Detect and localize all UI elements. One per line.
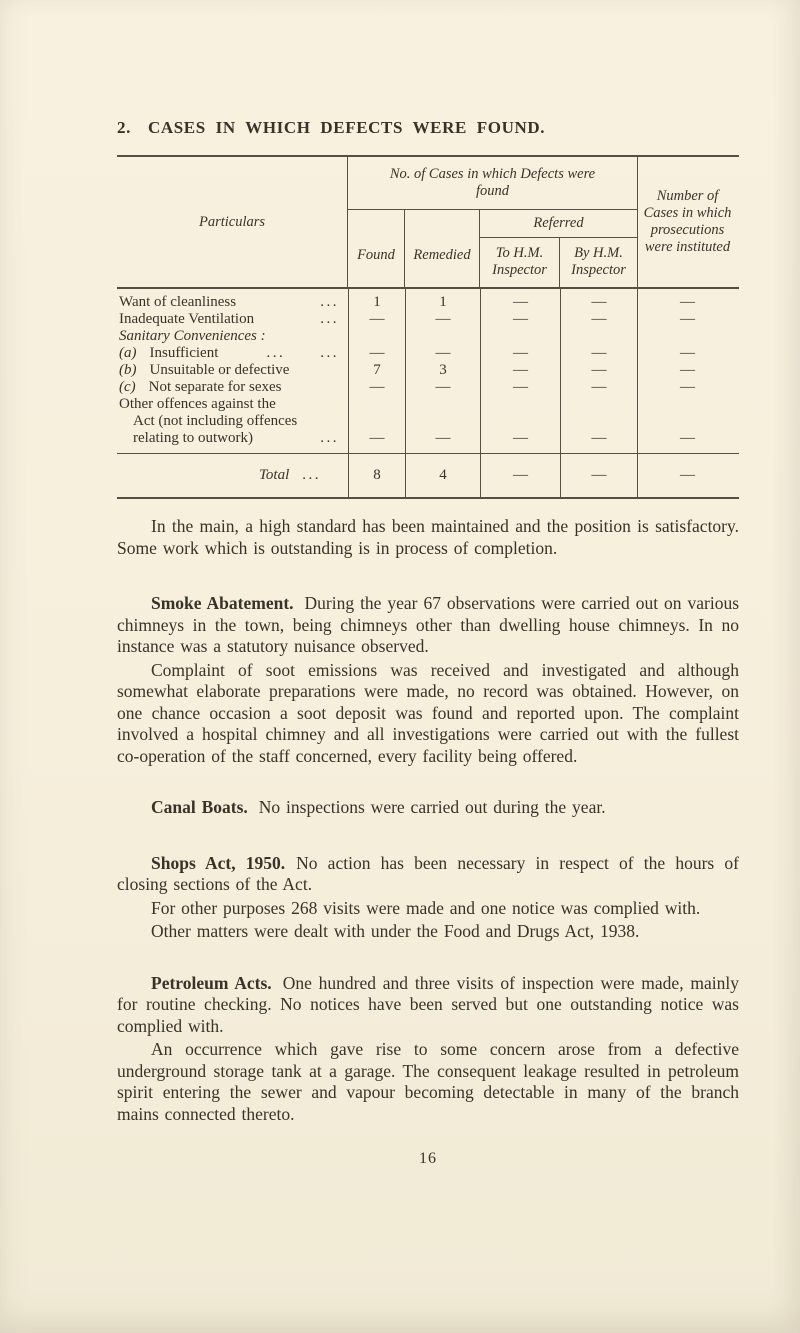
total-to-hm: — (480, 454, 560, 497)
col-header-prosecutions: Number of Cases in which prosecutions we… (637, 157, 737, 287)
heading-petroleum-acts: Petroleum Acts. (151, 972, 272, 993)
table-row-cleanliness: Want of cleanliness... 1 1 — — — (117, 289, 739, 311)
cell-prosecutions: — (637, 379, 737, 396)
table-row-insufficient: (a) Insufficient... ... — — — — — (117, 345, 739, 362)
section-title-text: CASES IN WHICH DEFECTS WERE FOUND. (147, 118, 546, 137)
cell-found: — (348, 396, 405, 453)
table-row-other-offences: Other offences against the Act (not incl… (117, 396, 739, 453)
cell-to-hm: — (480, 362, 560, 379)
cell-remedied: 1 (405, 289, 480, 311)
row-label: Sanitary Conveniences : (119, 328, 266, 344)
col-group-referred: Referred To H.M. Inspector By H.M. Inspe… (480, 209, 637, 287)
cell-found: — (348, 345, 405, 362)
cell-found: — (348, 379, 405, 396)
total-label: Total... (258, 467, 321, 483)
cell-to-hm: — (480, 289, 560, 311)
col-group-cases: No. of Cases in which Defects were found… (348, 157, 637, 287)
row-label: (b) Unsuitable or defective (119, 362, 290, 378)
page-title: 2. CASES IN WHICH DEFECTS WERE FOUND. (117, 118, 739, 138)
row-label: Want of cleanliness... (119, 294, 339, 310)
dot-leader: ... (320, 311, 339, 327)
page-content: 2. CASES IN WHICH DEFECTS WERE FOUND. Par… (117, 118, 739, 1168)
cell-found: 7 (348, 362, 405, 379)
paragraph-petroleum-acts: Petroleum Acts. One hundred and three vis… (117, 972, 739, 1036)
cell-prosecutions: — (637, 396, 737, 453)
col-header-to-hm-inspector: To H.M. Inspector (480, 237, 560, 287)
cell-by-hm: — (560, 345, 637, 362)
dot-leader: ... (320, 430, 339, 446)
cell-remedied: — (405, 396, 480, 453)
row-label: Other offences against the Act (not incl… (119, 396, 339, 446)
cell-to-hm (480, 328, 560, 345)
cell-by-hm: — (560, 289, 637, 311)
paragraph-soot-complaint: Complaint of soot emissions was received… (117, 659, 739, 766)
dot-leader: ... (302, 467, 321, 483)
cell-by-hm: — (560, 396, 637, 453)
dot-leader: ... ... (266, 345, 339, 361)
dot-leader: ... (320, 294, 339, 310)
cell-remedied: — (405, 345, 480, 362)
table-header: Particulars No. of Cases in which Defect… (117, 157, 739, 289)
cell-remedied: 3 (405, 362, 480, 379)
section-number: 2. (117, 118, 131, 137)
paragraph-smoke-abatement: Smoke Abatement. During the year 67 obser… (117, 593, 740, 656)
table-row-not-separate: (c) Not separate for sexes — — — — — (117, 379, 739, 396)
col-header-cases-group: No. of Cases in which Defects were found (389, 166, 596, 199)
row-label: (c) Not separate for sexes (119, 379, 282, 395)
cell-found (348, 328, 405, 345)
paragraph-shops-act: Shops Act, 1950. No action has been neces… (117, 852, 739, 895)
heading-canal-boats: Canal Boats. (151, 797, 248, 817)
col-header-particulars: Particulars (117, 157, 348, 287)
cell-prosecutions: — (637, 345, 737, 362)
cell-by-hm (560, 328, 637, 345)
cell-to-hm: — (480, 396, 560, 453)
heading-shops-act: Shops Act, 1950. (151, 852, 286, 873)
cell-prosecutions (637, 328, 737, 345)
col-header-remedied: Remedied (405, 209, 480, 287)
paragraph-canal-boats: Canal Boats. No inspections were carried … (151, 797, 606, 817)
paragraph-food-drugs: Other matters were dealt with under the … (151, 921, 640, 941)
row-label: Inadequate Ventilation... (119, 311, 339, 327)
cell-by-hm: — (560, 379, 637, 396)
cell-to-hm: — (480, 311, 560, 328)
paragraph-standard: In the main, a high standard has been ma… (117, 516, 739, 558)
total-prosecutions: — (637, 454, 737, 497)
col-header-referred: Referred (533, 214, 584, 231)
paragraph-storage-tank: An occurrence which gave rise to some co… (117, 1039, 739, 1124)
cell-remedied: — (405, 379, 480, 396)
paragraph-other-purposes: For other purposes 268 visits were made … (151, 897, 701, 918)
total-by-hm: — (560, 454, 637, 497)
cell-remedied: — (405, 311, 480, 328)
total-remedied: 4 (405, 454, 480, 497)
cell-by-hm: — (560, 362, 637, 379)
cell-by-hm: — (560, 311, 637, 328)
cell-found: — (348, 311, 405, 328)
cell-prosecutions: — (637, 289, 737, 311)
cell-found: 1 (348, 289, 405, 311)
col-header-by-hm-inspector: By H.M. Inspector (571, 245, 626, 279)
cell-prosecutions: — (637, 311, 737, 328)
cell-to-hm: — (480, 379, 560, 396)
page-number: 16 (419, 1150, 437, 1167)
col-header-found: Found (348, 209, 405, 287)
cell-prosecutions: — (637, 362, 737, 379)
row-label: (a) Insufficient... ... (119, 345, 339, 361)
heading-smoke-abatement: Smoke Abatement. (151, 593, 294, 613)
defects-table: Particulars No. of Cases in which Defect… (117, 155, 739, 499)
total-found: 8 (348, 454, 405, 497)
table-row-unsuitable: (b) Unsuitable or defective 7 3 — — — (117, 362, 739, 379)
table-body: Want of cleanliness... 1 1 — — — Inadequ… (117, 289, 739, 453)
table-row-ventilation: Inadequate Ventilation... — — — — — (117, 311, 739, 328)
table-total-row: Total... 8 4 — — — (117, 453, 739, 497)
cell-remedied (405, 328, 480, 345)
table-row-sanitary-conveniences: Sanitary Conveniences : (117, 328, 739, 345)
cell-to-hm: — (480, 345, 560, 362)
